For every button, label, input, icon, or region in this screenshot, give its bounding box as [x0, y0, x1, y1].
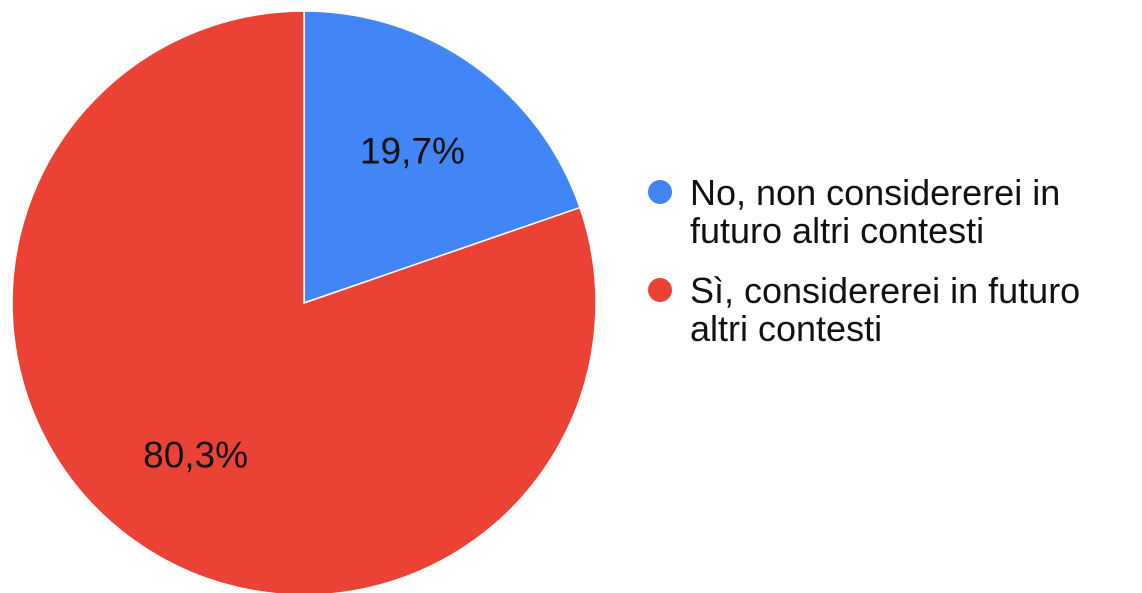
legend-marker [648, 180, 672, 204]
legend-entry-1: No, non considererei in futuro altri cont… [648, 172, 1060, 251]
legend-entry-2: Sì, considererei in futuro altri contesti [648, 270, 1080, 349]
slice-percent-label: 19,7% [360, 130, 465, 171]
legend-label-line: No, non considererei in [690, 172, 1060, 213]
legend-marker [648, 278, 672, 302]
legend-label-line: futuro altri contesti [690, 210, 984, 251]
legend-label-line: Sì, considererei in futuro [690, 270, 1080, 311]
slice-percent-label: 80,3% [143, 435, 248, 476]
pie-slices [11, 10, 597, 593]
slice-labels: 19,7% 80,3% [143, 130, 465, 475]
pie-slice-1 [303, 10, 581, 305]
chart-legend: No, non considererei in futuro altri cont… [648, 172, 1080, 349]
legend-label: No, non considererei in futuro altri cont… [690, 172, 1060, 251]
pie-slice-2 [11, 10, 597, 593]
legend-label-line: altri contesti [690, 308, 882, 349]
legend-label: Sì, considererei in futuro altri contesti [690, 270, 1080, 349]
